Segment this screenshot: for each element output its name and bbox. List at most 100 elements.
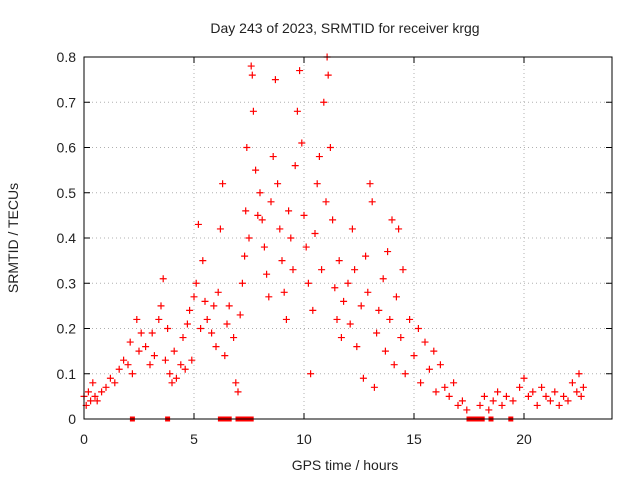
data-point [170, 347, 178, 355]
data-point [353, 343, 361, 351]
data-point [84, 388, 92, 396]
y-tick-label: 0.6 [57, 140, 77, 156]
data-point [263, 270, 271, 278]
data-point [401, 370, 409, 378]
data-point [324, 71, 332, 79]
x-axis-label: GPS time / hours [292, 457, 399, 473]
data-point [282, 315, 290, 323]
y-tick-label: 0.8 [57, 49, 77, 65]
data-point [221, 352, 229, 360]
data-point [362, 252, 370, 260]
data-point [417, 379, 425, 387]
data-point [210, 302, 218, 310]
data-point [432, 388, 440, 396]
data-point [201, 297, 209, 305]
data-point [124, 361, 132, 369]
data-point [188, 356, 196, 364]
chart-title: Day 243 of 2023, SRMTID for receiver krg… [210, 20, 479, 36]
data-point [276, 225, 284, 233]
data-point [289, 266, 297, 274]
data-point [485, 406, 493, 414]
data-point [520, 374, 528, 382]
data-point [98, 388, 106, 396]
data-point [307, 370, 315, 378]
data-point [555, 401, 563, 409]
data-point [179, 334, 187, 342]
data-point [359, 374, 367, 382]
data-point [133, 315, 141, 323]
x-tick-label: 20 [516, 431, 532, 447]
data-point [430, 347, 438, 355]
data-point [254, 211, 262, 219]
data-point [142, 343, 150, 351]
data-point [265, 293, 273, 301]
data-point [137, 329, 145, 337]
data-point [194, 220, 202, 228]
data-point [579, 383, 587, 391]
data-point [381, 347, 389, 355]
data-point [223, 320, 231, 328]
data-point [249, 107, 257, 115]
data-point [89, 379, 97, 387]
data-point [216, 225, 224, 233]
data-point [232, 379, 240, 387]
data-point [120, 356, 128, 364]
data-point [126, 338, 134, 346]
data-point [247, 62, 255, 70]
y-axis-label: SRMTID / TECUs [5, 183, 21, 293]
data-point [390, 361, 398, 369]
data-point [186, 306, 194, 314]
data-point [379, 275, 387, 283]
data-point [337, 334, 345, 342]
data-point [386, 315, 394, 323]
data-point [375, 306, 383, 314]
data-point [271, 76, 279, 84]
data-point [318, 266, 326, 274]
data-point [258, 216, 266, 224]
data-point [212, 343, 220, 351]
data-point [502, 392, 510, 400]
data-point [300, 211, 308, 219]
data-point [285, 207, 293, 215]
data-point [115, 365, 123, 373]
data-point [278, 257, 286, 265]
data-point [102, 383, 110, 391]
data-point [445, 392, 453, 400]
data-point [320, 98, 328, 106]
data-point [87, 397, 95, 405]
data-point [269, 153, 277, 161]
data-point [542, 392, 550, 400]
data-point [304, 279, 312, 287]
data-point [248, 71, 256, 79]
data-point [516, 383, 524, 391]
data-point [192, 279, 200, 287]
data-point [370, 383, 378, 391]
data-point [298, 139, 306, 147]
y-tick-label: 0.1 [57, 366, 77, 382]
data-point [454, 401, 462, 409]
data-point [166, 370, 174, 378]
data-point [395, 225, 403, 233]
data-point [388, 216, 396, 224]
data-point [309, 306, 317, 314]
data-point [242, 207, 250, 215]
data-point [414, 325, 422, 332]
data-point [560, 392, 568, 400]
y-tick-label: 0.5 [57, 185, 77, 201]
data-point [335, 257, 343, 265]
data-point [329, 216, 337, 224]
grid-lines [84, 57, 612, 419]
data-point [155, 315, 163, 323]
data-point [315, 153, 323, 161]
data-point [181, 365, 189, 373]
data-point [267, 198, 275, 206]
data-point [280, 288, 288, 296]
data-point [573, 388, 581, 396]
data-point [183, 320, 191, 328]
x-tick-label: 5 [190, 431, 198, 447]
data-point [344, 279, 352, 287]
data-point [564, 397, 572, 405]
data-point [425, 365, 433, 373]
data-point [436, 361, 444, 369]
